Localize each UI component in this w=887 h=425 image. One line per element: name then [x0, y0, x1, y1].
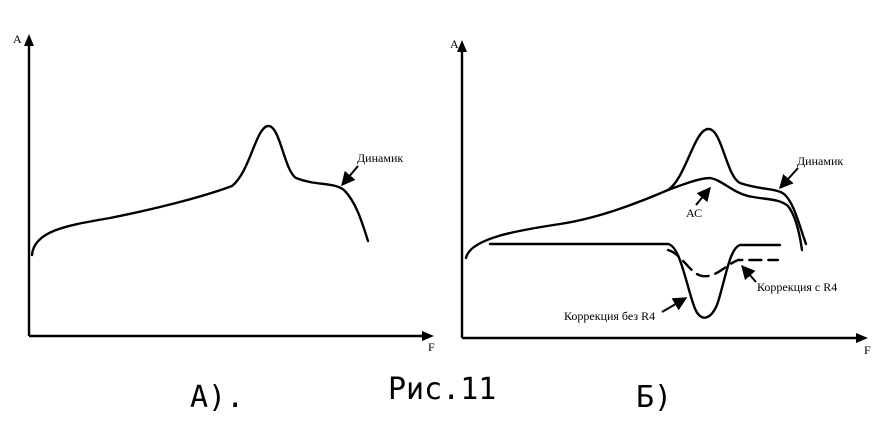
panel-b-x-axis-arrow	[856, 333, 868, 343]
panel-b-corr-without-r4-label: Коррекция без R4	[564, 309, 655, 323]
panel-b-speaker-label: Динамик	[797, 154, 843, 168]
panel-b-speaker-curve	[464, 127, 808, 260]
panel-a-speaker-curve	[30, 124, 370, 257]
panel-a-y-axis-label: A	[13, 32, 22, 46]
panel-a-y-axis-arrow	[24, 34, 34, 46]
panel-b-correction-with-r4	[666, 248, 780, 278]
panel-b-y-axis-label: A	[450, 37, 459, 51]
panel-a-curve-label: Динамик	[357, 151, 403, 165]
panel-b-system-arrow	[695, 186, 711, 206]
panel-b-system-curve	[666, 176, 804, 252]
panel-b-system-label: АС	[686, 206, 702, 220]
panel-b-corr-with-r4-label: Коррекция с R4	[757, 280, 837, 294]
panel-a-caption: А).	[190, 380, 244, 415]
panel-a-x-axis-arrow	[422, 331, 434, 341]
figure-caption: Рис.11	[388, 372, 496, 407]
panel-b-x-axis-label: F	[864, 343, 871, 357]
panel-b-corr-with-r4-arrow	[741, 264, 757, 283]
panel-b-correction-without-r4	[488, 242, 782, 319]
panel-b-speaker-arrow	[779, 167, 799, 190]
panel-b: A F Динамик АС Коррекция с R4 Коррекция …	[450, 37, 871, 357]
panel-b-caption: Б)	[636, 380, 672, 415]
panel-b-y-axis-arrow	[457, 40, 467, 52]
panel-a-x-axis-label: F	[428, 340, 435, 354]
panel-a: A F Динамик	[13, 32, 435, 354]
panel-a-label-arrow	[341, 165, 359, 187]
panel-b-corr-without-r4-arrow	[661, 297, 688, 313]
